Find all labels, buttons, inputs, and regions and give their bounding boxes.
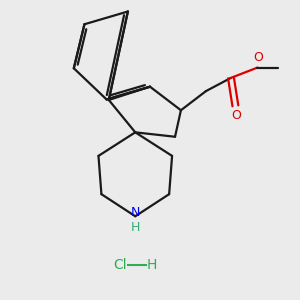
Text: N: N [130, 206, 140, 219]
Text: O: O [253, 51, 263, 64]
Text: Cl: Cl [113, 258, 126, 272]
Text: H: H [130, 221, 140, 234]
Text: H: H [147, 258, 158, 272]
Text: O: O [231, 110, 241, 122]
